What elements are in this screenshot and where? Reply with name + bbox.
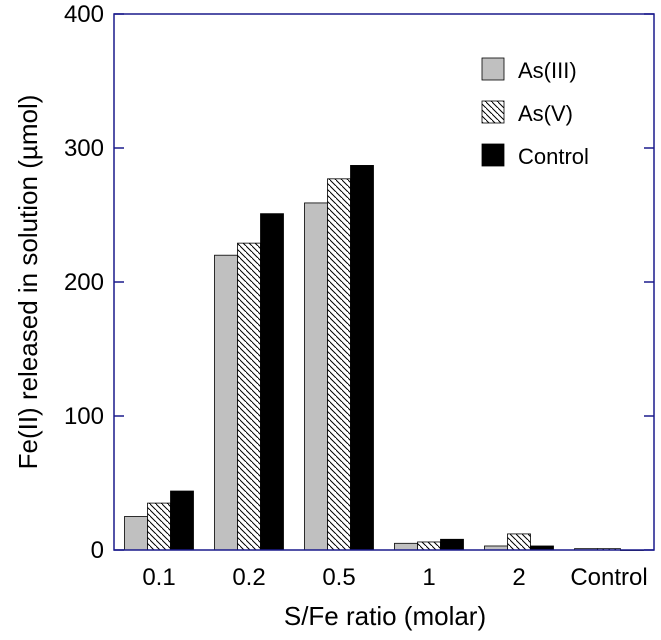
y-tick-label-300: 300 [64,135,104,162]
legend-swatch-as-v [481,100,505,124]
x-tick-label-control: Control [570,564,647,591]
bar-as-iii-0-5 [304,202,328,551]
bar-as-v-2 [507,533,531,551]
bars-layer [124,165,644,551]
x-axis-title: S/Fe ratio (molar) [284,601,486,631]
y-axis-title: Fe(II) released in solution (µmol) [13,95,43,470]
axes-layer [113,13,655,551]
legend: As(III) As(V) Control [481,57,589,169]
legend-label-control: Control [518,144,589,169]
bar-as-v-0-5 [327,178,351,551]
legend-swatch-control [481,143,505,167]
x-tick-label-0-1: 0.1 [142,564,175,591]
ticks-layer: 0 100 200 300 400 0.1 0.2 0.5 1 2 Control [64,1,654,591]
bar-control-1 [440,538,464,551]
bar-as-iii-0-1 [124,516,148,551]
bar-control-0-2 [260,213,284,551]
bar-as-iii-0-2 [214,254,238,551]
bar-as-v-0-2 [237,242,261,551]
legend-label-as-iii: As(III) [518,58,577,83]
plot-frame [113,13,655,551]
x-tick-label-0-2: 0.2 [232,564,265,591]
bar-as-iii-1 [394,542,418,551]
bar-as-v-0-1 [147,502,171,551]
legend-swatch-as-iii [481,57,505,81]
bar-control-0-1 [170,490,194,551]
x-tick-label-0-5: 0.5 [322,564,355,591]
x-tick-label-2: 2 [512,564,525,591]
y-tick-label-0: 0 [91,537,104,564]
y-tick-label-400: 400 [64,1,104,28]
bar-control-0-5 [350,165,374,551]
bar-as-v-1 [417,541,441,551]
x-tick-label-1: 1 [422,564,435,591]
legend-label-as-v: As(V) [518,101,573,126]
y-tick-label-100: 100 [64,403,104,430]
y-tick-label-200: 200 [64,269,104,296]
